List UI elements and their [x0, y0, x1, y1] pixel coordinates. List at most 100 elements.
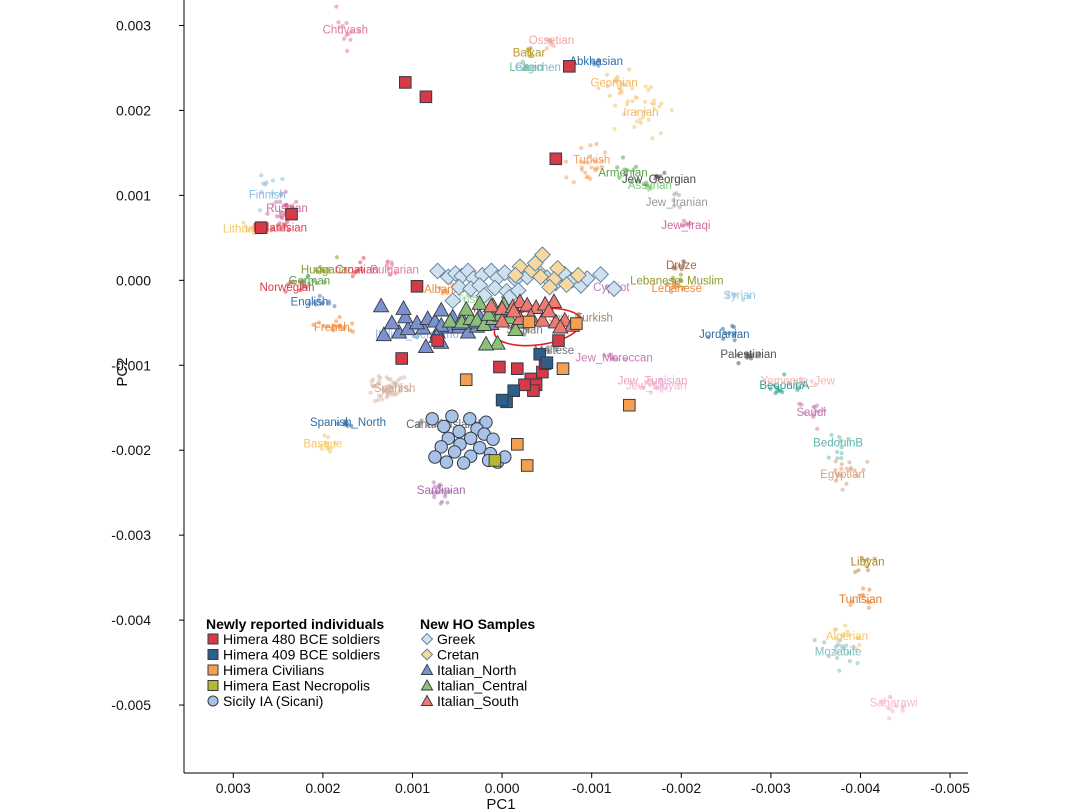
- data-point: [437, 419, 451, 434]
- background-point: [672, 264, 677, 269]
- background-point: [350, 321, 355, 326]
- background-point: [613, 103, 618, 108]
- background-point: [571, 180, 576, 185]
- background-point: [393, 270, 398, 276]
- background-point: [326, 269, 331, 274]
- legend-label: Cretan: [437, 647, 479, 663]
- background-point: [832, 627, 838, 632]
- data-point: [432, 301, 450, 317]
- background-point: [888, 695, 893, 700]
- background-point: [440, 291, 445, 296]
- background-point: [640, 385, 646, 391]
- background-point: [677, 205, 682, 210]
- background-point: [336, 20, 341, 25]
- data-point: [457, 300, 475, 316]
- background-point: [681, 263, 686, 268]
- background-point: [527, 54, 532, 59]
- background-point: [736, 353, 741, 358]
- background-point: [837, 638, 842, 643]
- background-point: [313, 267, 318, 272]
- background-point: [322, 279, 327, 285]
- background-point: [846, 436, 851, 442]
- y-tick-label: -0.005: [111, 697, 151, 713]
- data-point: [563, 60, 576, 73]
- data-point: [541, 278, 559, 296]
- y-axis-title: PC2: [114, 357, 131, 386]
- background-point: [306, 281, 311, 286]
- background-point: [839, 445, 844, 450]
- background-point: [265, 211, 270, 216]
- background-point: [270, 227, 275, 232]
- series-himera-east-necropolis: [488, 454, 502, 467]
- background-point: [642, 109, 647, 114]
- data-point: [471, 294, 488, 310]
- background-point: [844, 481, 849, 486]
- data-point: [511, 362, 524, 375]
- series-italian-south: [483, 293, 581, 334]
- background-point: [677, 263, 682, 268]
- data-point: [480, 305, 497, 321]
- data-point: [447, 445, 462, 459]
- background-point: [632, 124, 637, 130]
- data-point: [477, 335, 495, 351]
- background-point: [650, 101, 655, 106]
- data-point: [483, 297, 500, 313]
- background-point: [385, 393, 390, 398]
- population-label: Druze: [666, 260, 697, 272]
- population-label: Armenian: [598, 167, 647, 179]
- background-point: [340, 24, 345, 29]
- data-point: [493, 312, 511, 328]
- background-point: [835, 642, 840, 648]
- background-point: [317, 270, 322, 275]
- background-point: [844, 466, 849, 471]
- background-point: [445, 290, 450, 296]
- background-point: [839, 462, 844, 467]
- background-point: [659, 388, 664, 393]
- background-point: [290, 204, 295, 209]
- population-label: Iranian: [623, 107, 658, 119]
- background-point: [276, 223, 281, 228]
- background-point: [277, 214, 283, 219]
- background-point: [850, 599, 855, 604]
- background-point: [317, 264, 323, 270]
- population-label: Lebanese_Muslim: [630, 275, 723, 287]
- background-point: [274, 199, 279, 204]
- background-point: [848, 467, 853, 472]
- background-point: [360, 268, 365, 273]
- data-point: [545, 293, 563, 309]
- background-point: [337, 315, 342, 320]
- background-point: [445, 500, 450, 505]
- background-point: [431, 480, 436, 485]
- x-tick-label: -0.003: [751, 780, 791, 796]
- population-label: Egyptian: [820, 469, 865, 481]
- background-point: [588, 176, 593, 181]
- background-point: [432, 484, 437, 489]
- background-point: [861, 467, 866, 472]
- background-point: [841, 646, 846, 651]
- series-himera-409-bce-soldiers: [495, 347, 554, 409]
- background-point: [856, 568, 861, 573]
- background-point: [861, 586, 866, 591]
- background-point: [836, 473, 842, 478]
- background-point: [257, 208, 263, 213]
- background-point: [383, 386, 388, 392]
- background-point: [311, 278, 316, 283]
- legend-swatch: [420, 678, 434, 691]
- background-point: [376, 374, 381, 379]
- background-point: [321, 268, 327, 273]
- background-point: [610, 356, 616, 362]
- background-point: [603, 150, 608, 155]
- background-point: [799, 402, 804, 407]
- background-point: [328, 449, 333, 454]
- background-point: [615, 165, 620, 170]
- background-point: [656, 175, 661, 180]
- data-point: [410, 280, 424, 293]
- background-point: [662, 170, 667, 175]
- background-point: [522, 65, 528, 70]
- background-point: [644, 182, 649, 187]
- background-point: [304, 285, 309, 290]
- data-point: [623, 398, 636, 412]
- background-point: [768, 386, 773, 391]
- data-point: [540, 302, 557, 318]
- legend-swatch: [207, 633, 219, 645]
